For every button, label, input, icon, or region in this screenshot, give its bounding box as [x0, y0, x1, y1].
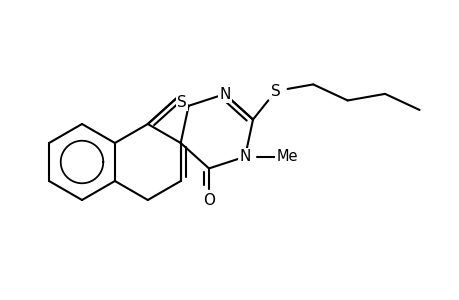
Text: S: S: [270, 83, 280, 98]
Text: N: N: [218, 87, 230, 102]
Text: Me: Me: [276, 149, 297, 164]
Text: S: S: [177, 95, 187, 110]
Text: O: O: [202, 193, 214, 208]
Text: N: N: [239, 149, 250, 164]
